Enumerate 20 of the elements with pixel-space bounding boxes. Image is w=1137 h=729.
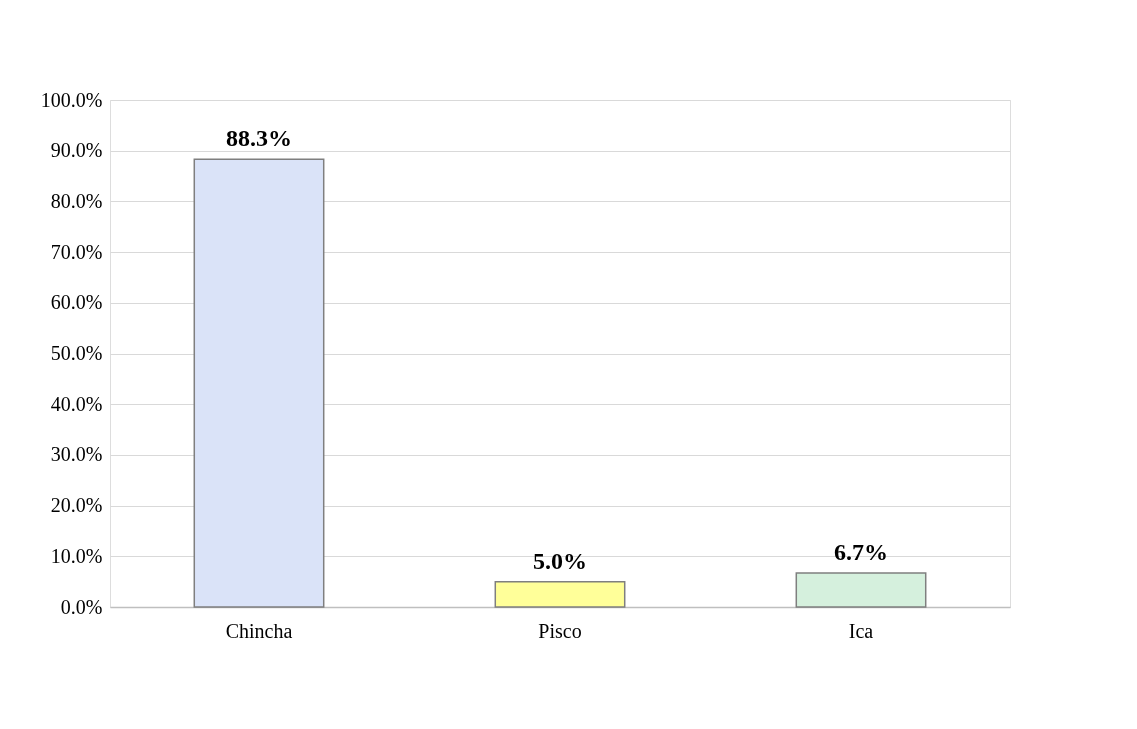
y-tick-label: 60.0% (50, 291, 103, 314)
y-tick-label: 20.0% (50, 494, 103, 517)
y-tick-label: 70.0% (50, 240, 103, 263)
x-tick-label: Ica (848, 619, 874, 642)
y-tick-label: 10.0% (50, 544, 103, 567)
data-label: 5.0% (533, 547, 587, 574)
y-tick-label: 80.0% (50, 189, 103, 212)
bar (795, 572, 927, 608)
x-tick-label: Chincha (225, 619, 293, 642)
bar (494, 580, 626, 608)
x-tick-label: Pisco (538, 619, 582, 642)
data-label: 6.7% (834, 539, 888, 566)
data-label: 88.3% (226, 125, 292, 152)
y-tick-label: 40.0% (50, 392, 103, 415)
y-tick-label: 90.0% (50, 139, 103, 162)
y-tick-label: 30.0% (50, 443, 103, 466)
y-tick-label: 100.0% (40, 88, 103, 111)
y-tick-label: 50.0% (50, 342, 103, 364)
bar (193, 158, 325, 608)
y-tick-label: 0.0% (60, 595, 103, 618)
